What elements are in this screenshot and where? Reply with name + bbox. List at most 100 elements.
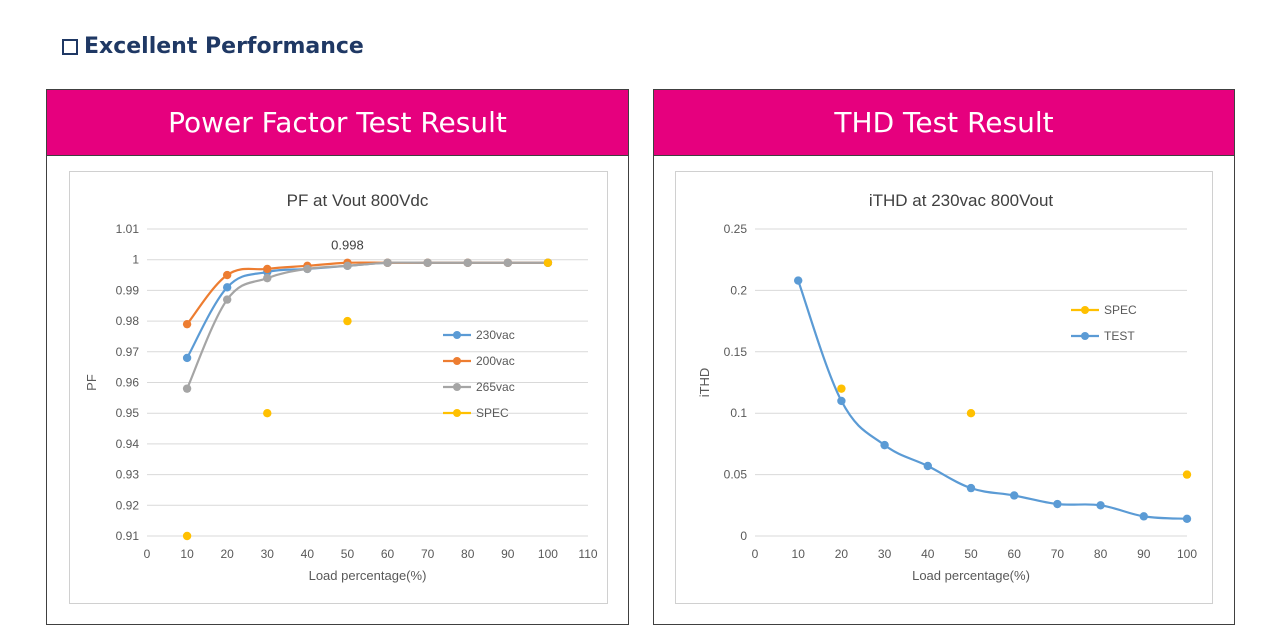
- section-heading-text: Excellent Performance: [84, 34, 364, 59]
- legend-marker: [453, 409, 461, 417]
- section-heading: Excellent Performance: [62, 34, 364, 59]
- data-point-265vac: [303, 264, 312, 274]
- data-point-spec: [837, 384, 846, 393]
- x-tick-label: 80: [461, 547, 475, 561]
- x-tick-label: 10: [180, 547, 194, 561]
- x-tick-label: 10: [792, 547, 806, 561]
- data-point-spec: [343, 316, 352, 326]
- series-line-265vac: [186, 261, 548, 390]
- data-point-200vac: [182, 319, 192, 329]
- legend-label: 265vac: [476, 380, 515, 394]
- data-point-265vac: [503, 258, 513, 267]
- data-point-spec: [543, 258, 553, 267]
- data-point-test: [1139, 512, 1148, 521]
- thd-chart-frame: iTHD at 230vac 800Vout 0 0.05 0.1 0.15 0.2 0.2…: [675, 171, 1213, 604]
- legend-marker: [453, 331, 461, 339]
- y-tick-label: 0.93: [116, 468, 140, 482]
- data-point-265vac: [222, 295, 232, 304]
- power-factor-panel-header: Power Factor Test Result: [47, 90, 628, 156]
- y-axis-title: iTHD: [697, 368, 712, 398]
- data-point-test: [923, 461, 932, 471]
- x-axis-title: Load percentage(%): [309, 568, 427, 583]
- pf-chart: PF at Vout 800Vdc 0.91 0.92 0.93 0.94 0.95 0.9…: [84, 191, 598, 583]
- y-tick-label: 0.96: [116, 376, 140, 390]
- x-axis-title: Load percentage(%): [912, 568, 1030, 583]
- data-point-spec: [1182, 470, 1192, 479]
- x-tick-label: 70: [421, 547, 435, 561]
- y-tick-label: 0.05: [724, 468, 748, 482]
- data-point-200vac: [222, 270, 232, 280]
- thd-panel: THD Test Result iTHD at 230vac 800Vout 0 0…: [653, 89, 1235, 625]
- data-point-230vac: [182, 353, 192, 363]
- data-point-test: [1096, 501, 1105, 510]
- series-line-200vac: [186, 261, 548, 325]
- chart-title: iTHD at 230vac 800Vout: [869, 191, 1054, 210]
- series-line-230vac: [186, 261, 548, 359]
- data-point-265vac: [463, 258, 472, 267]
- data-point-spec: [966, 409, 976, 418]
- x-tick-label: 100: [1177, 547, 1197, 561]
- data-point-265vac: [343, 261, 352, 271]
- x-tick-label: 40: [301, 547, 315, 561]
- legend-marker: [453, 357, 461, 365]
- data-point-spec: [263, 409, 272, 418]
- data-point-test: [880, 440, 889, 450]
- data-point-200vac: [263, 264, 272, 274]
- y-tick-label: 0.99: [116, 283, 140, 297]
- x-tick-label: 90: [501, 547, 515, 561]
- x-tick-label: 30: [878, 547, 892, 561]
- y-tick-label: 0.92: [116, 498, 140, 512]
- x-tick-label: 20: [835, 547, 849, 561]
- x-tick-label: 50: [964, 547, 978, 561]
- x-tick-label: 20: [221, 547, 235, 561]
- y-tick-label: 1: [132, 253, 139, 267]
- x-tick-label: 60: [381, 547, 395, 561]
- x-tick-label: 60: [1008, 547, 1022, 561]
- thd-panel-header: THD Test Result: [654, 90, 1234, 156]
- data-point-test: [1182, 514, 1192, 524]
- legend-label: 230vac: [476, 328, 515, 342]
- y-tick-label: 0.98: [116, 314, 140, 328]
- x-tick-label: 50: [341, 547, 355, 561]
- x-tick-label: 40: [921, 547, 935, 561]
- chart-title: PF at Vout 800Vdc: [287, 191, 429, 210]
- data-point-test: [1053, 499, 1062, 509]
- y-tick-label: 0.1: [730, 406, 747, 420]
- legend-label: 200vac: [476, 354, 515, 368]
- x-tick-label: 70: [1051, 547, 1065, 561]
- legend-marker: [453, 383, 461, 391]
- legend-label: SPEC: [1104, 303, 1137, 317]
- pf-chart-frame: PF at Vout 800Vdc 0.91 0.92 0.93 0.94 0.95 0.9…: [69, 171, 608, 604]
- x-tick-label: 110: [578, 547, 597, 561]
- x-tick-label: 90: [1137, 547, 1151, 561]
- legend-label: TEST: [1104, 329, 1135, 343]
- y-tick-label: 1.01: [116, 222, 140, 236]
- data-point-265vac: [423, 258, 432, 267]
- series-line-test: [797, 280, 1188, 520]
- data-point-265vac: [383, 258, 392, 267]
- data-point-265vac: [263, 273, 272, 283]
- data-point-spec: [182, 531, 192, 541]
- y-tick-label: 0.94: [116, 437, 140, 451]
- legend-label: SPEC: [476, 406, 509, 420]
- x-tick-label: 0: [144, 547, 151, 561]
- x-tick-label: 30: [261, 547, 275, 561]
- data-point-test: [794, 276, 803, 285]
- x-tick-label: 80: [1094, 547, 1108, 561]
- y-tick-label: 0: [740, 529, 747, 543]
- y-tick-label: 0.97: [116, 345, 140, 359]
- data-point-test: [837, 396, 846, 406]
- y-tick-label: 0.95: [116, 406, 140, 420]
- checkbox-icon: [62, 38, 78, 55]
- power-factor-panel: Power Factor Test Result PF at Vout 800V…: [46, 89, 629, 625]
- y-tick-label: 0.25: [724, 222, 748, 236]
- y-tick-label: 0.2: [730, 283, 747, 297]
- thd-chart: iTHD at 230vac 800Vout 0 0.05 0.1 0.15 0.2 0.2…: [697, 191, 1197, 583]
- x-tick-label: 100: [538, 547, 558, 561]
- x-tick-label: 0: [752, 547, 759, 561]
- y-axis-title: PF: [84, 374, 99, 391]
- data-point-265vac: [182, 384, 192, 393]
- legend-marker: [1081, 332, 1089, 340]
- data-point-test: [1010, 491, 1019, 500]
- data-point-230vac: [222, 283, 232, 292]
